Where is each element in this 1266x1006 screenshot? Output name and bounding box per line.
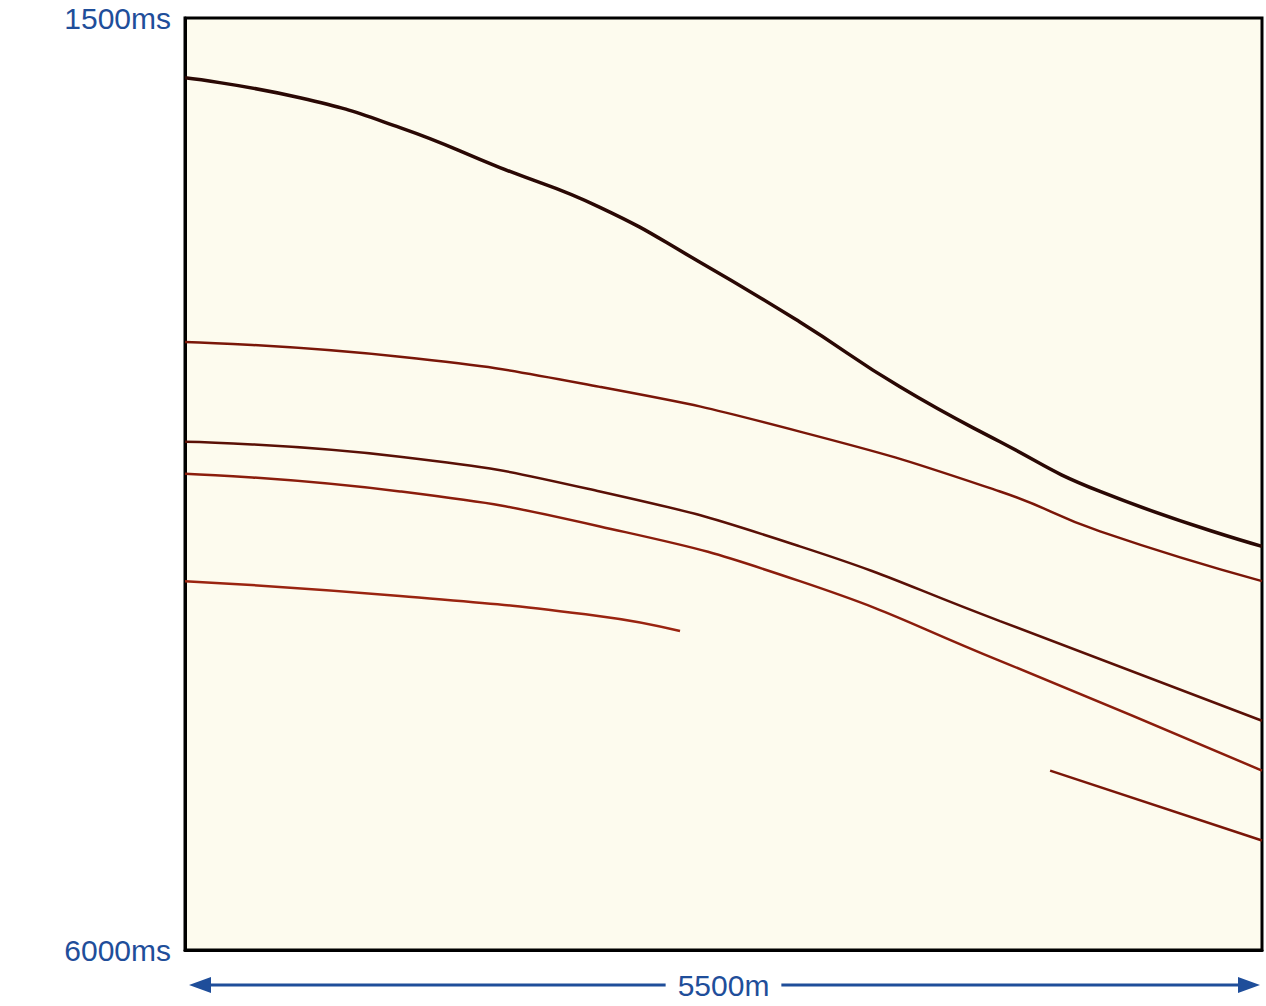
svg-text:6000ms: 6000ms (64, 934, 171, 967)
svg-text:1500ms: 1500ms (64, 2, 171, 35)
svg-text:5500m: 5500m (678, 969, 770, 1002)
